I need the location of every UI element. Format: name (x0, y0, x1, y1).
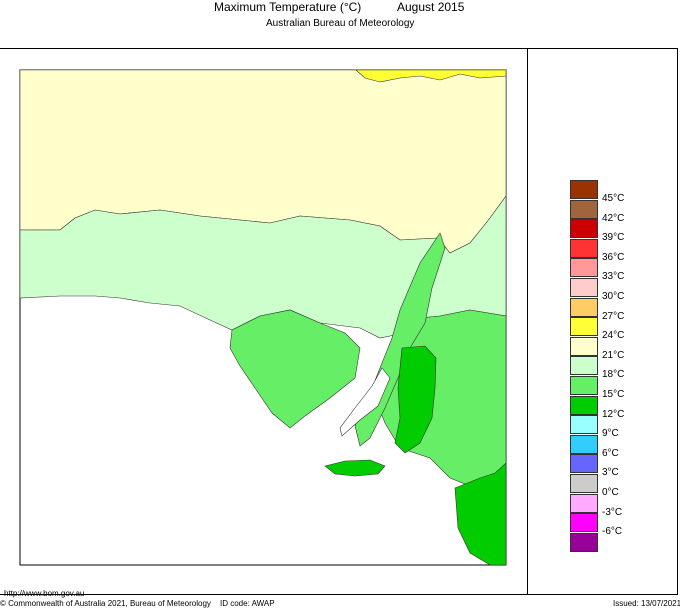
legend-label: 18°C (602, 369, 625, 381)
footer-url: http://www.bom.gov.au (4, 589, 85, 598)
legend-swatch (570, 395, 598, 415)
legend-label: 6°C (602, 447, 619, 459)
legend-label: 15°C (602, 389, 625, 400)
legend-label: 3°C (602, 467, 619, 479)
zone-15c (229, 309, 361, 429)
legend-swatch (570, 434, 598, 454)
legend-label: 12°C (602, 408, 625, 420)
legend-swatch (570, 238, 598, 258)
map-title: Maximum Temperature (°C) (214, 0, 362, 14)
legend-swatch (570, 493, 598, 513)
legend-swatch (570, 376, 598, 395)
legend-swatch (570, 317, 598, 337)
zone-12c-ranges (394, 345, 437, 454)
spencer-gulf (339, 367, 391, 437)
map-title-block: Maximum Temperature (°C) August 2015 Aus… (0, 0, 680, 40)
legend-swatch (570, 258, 598, 278)
legend-label: 24°C (602, 330, 625, 342)
legend-swatch (570, 415, 598, 435)
map-subtitle: Australian Bureau of Meteorology (266, 18, 415, 29)
legend-label: 45°C (602, 193, 625, 204)
temperature-map (19, 69, 507, 566)
legend-label: 21°C (602, 349, 625, 361)
footer-issued: Issued: 13/07/2021 (613, 599, 680, 608)
legend-swatch (570, 180, 598, 199)
legend-swatch (570, 278, 598, 297)
kangaroo-island (324, 459, 386, 477)
zone-12c-southeast (454, 462, 507, 566)
legend-label: 9°C (602, 428, 619, 440)
map-frame (0, 48, 678, 595)
legend-label: 33°C (602, 271, 625, 283)
zone-24c (355, 69, 507, 83)
legend-swatch (570, 199, 598, 219)
legend-label: -6°C (602, 526, 623, 538)
map-date: August 2015 (397, 0, 465, 14)
legend-label: 42°C (602, 212, 625, 224)
footer-copyright: © Commonwealth of Australia 2021, Bureau… (0, 599, 211, 608)
legend-swatch (570, 513, 598, 533)
footer-id-code: ID code: AWAP (220, 599, 275, 608)
legend-swatch (570, 219, 598, 239)
legend-swatch (570, 356, 598, 376)
legend-swatch (570, 454, 598, 474)
legend-label: 27°C (602, 310, 625, 322)
legend-label: -3°C (602, 506, 623, 518)
legend-swatch (570, 532, 598, 552)
legend-label: 0°C (602, 487, 619, 498)
legend-divider (527, 48, 528, 595)
legend-swatch (570, 474, 598, 493)
legend-label: 36°C (602, 251, 625, 263)
legend-swatch (570, 336, 598, 356)
legend-label: 39°C (602, 232, 625, 244)
legend-label: 30°C (602, 291, 625, 302)
legend-swatch (570, 297, 598, 317)
